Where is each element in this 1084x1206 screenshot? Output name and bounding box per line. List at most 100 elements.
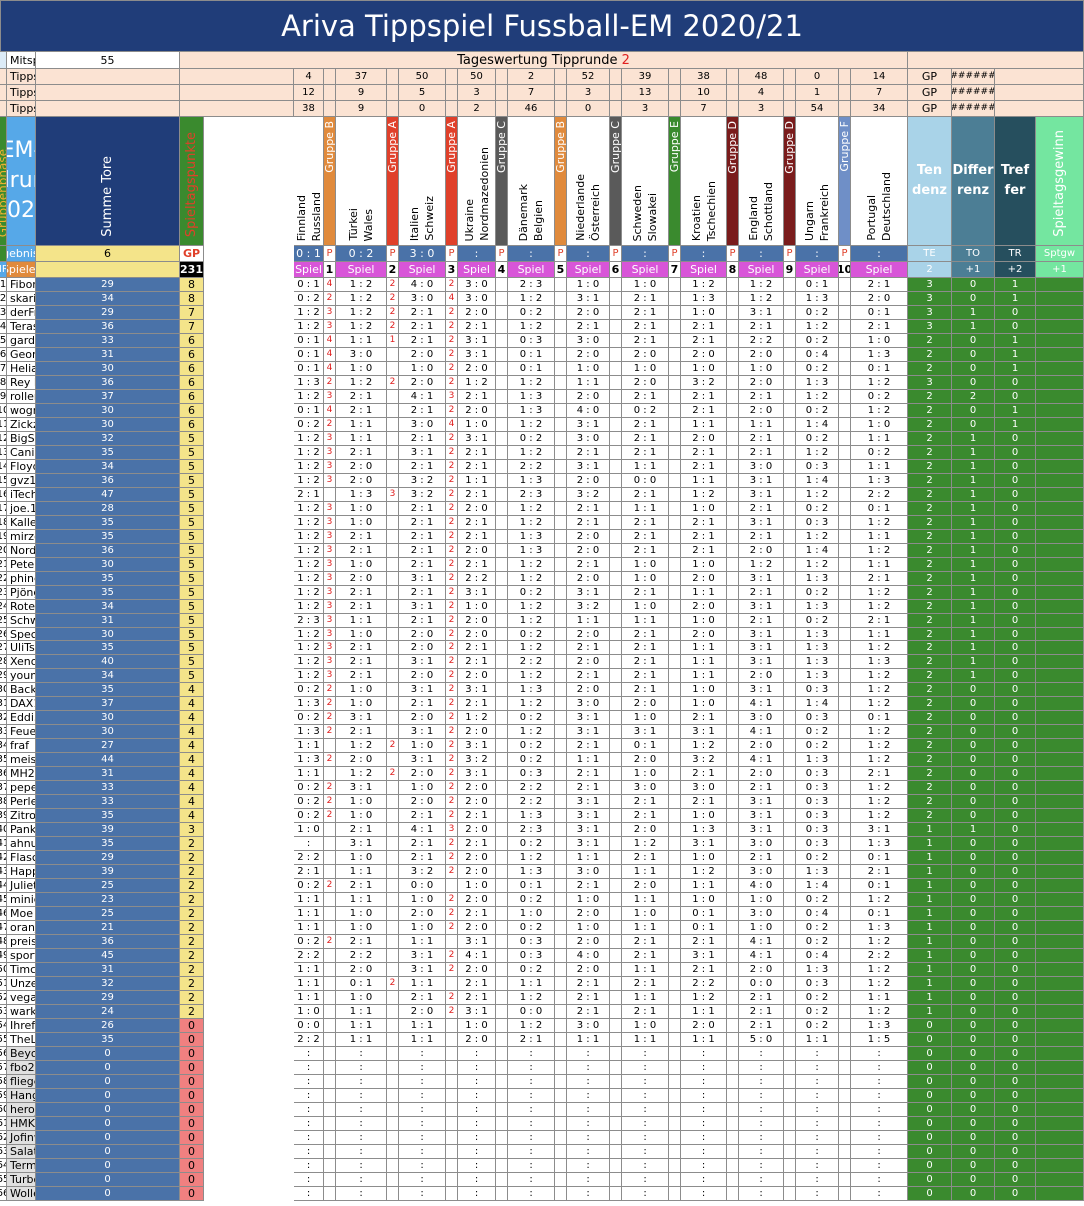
tip-value: :: [739, 1047, 784, 1061]
player-name[interactable]: fraf: [7, 739, 36, 753]
player-name[interactable]: MH207: [7, 767, 36, 781]
tip-points: [610, 879, 622, 893]
tip-points: [496, 1075, 508, 1089]
player-name[interactable]: Fibonacci: [7, 278, 36, 292]
tip-points: 2: [324, 753, 336, 767]
player-name[interactable]: Helianthus: [7, 362, 36, 376]
player-name[interactable]: Xenon_X: [7, 655, 36, 669]
player-name[interactable]: Nordborusse68: [7, 544, 36, 558]
tip-points: [610, 851, 622, 865]
tip-value: :: [851, 1075, 908, 1089]
player-name[interactable]: Teras: [7, 320, 36, 334]
player-name[interactable]: TheLeo1987: [7, 1033, 36, 1047]
player-name[interactable]: Eddi54: [7, 711, 36, 725]
tip-value: 1 : 2: [294, 641, 324, 655]
player-name[interactable]: minicooper: [7, 893, 36, 907]
player-name[interactable]: Rey Loui: [7, 376, 36, 390]
player-name[interactable]: Schwarzwälder: [7, 614, 36, 628]
player-name[interactable]: gvz1: [7, 474, 36, 488]
player-name[interactable]: Jofinwolf: [7, 1131, 36, 1145]
tip-points: [784, 655, 796, 669]
tip-points: [784, 1159, 796, 1173]
tip-value: 1 : 3: [796, 669, 839, 683]
player-name[interactable]: Terminator100: [7, 1159, 36, 1173]
player-name[interactable]: Feuerstarter: [7, 725, 36, 739]
player-name[interactable]: Beyond: [7, 1047, 36, 1061]
player-name[interactable]: pepepe: [7, 781, 36, 795]
player-name[interactable]: Hanging_Man: [7, 1089, 36, 1103]
sptgw-value: [1036, 628, 1084, 641]
player-name[interactable]: Wolle185: [7, 1187, 36, 1201]
player-name[interactable]: Zitroneneis: [7, 809, 36, 823]
spiel-number: 6: [610, 262, 622, 278]
player-name[interactable]: Kalle 8: [7, 516, 36, 530]
tip-value: 2 : 2: [508, 795, 555, 809]
player-name[interactable]: Flaschengeist: [7, 851, 36, 865]
player-name[interactable]: iTechDachs: [7, 488, 36, 502]
player-name[interactable]: Ihrefelder: [7, 1019, 36, 1033]
tip-value: :: [567, 1159, 610, 1173]
tip-points: [610, 935, 622, 949]
player-name[interactable]: skaribu: [7, 292, 36, 306]
player-name[interactable]: Georg_Büchner: [7, 348, 36, 362]
player-name[interactable]: wogri1308: [7, 404, 36, 418]
player-name[interactable]: Floyd07: [7, 460, 36, 474]
row-number: 29: [0, 669, 7, 683]
player-name[interactable]: Timchen: [7, 963, 36, 977]
tip-points: [727, 1103, 739, 1117]
player-name[interactable]: Moe Szyslak: [7, 907, 36, 921]
player-name[interactable]: Petersfisch: [7, 558, 36, 572]
player-name[interactable]: BigSpender: [7, 432, 36, 446]
tip-value: 1 : 0: [681, 558, 727, 572]
tip-value: 0 : 1: [508, 348, 555, 362]
player-name[interactable]: Specnaz: [7, 628, 36, 641]
player-name[interactable]: hero_of_the_day: [7, 1103, 36, 1117]
player-name[interactable]: gardenia: [7, 334, 36, 348]
player-name[interactable]: ahnungslos73: [7, 837, 36, 851]
player-name[interactable]: RoteZora: [7, 600, 36, 614]
player-name[interactable]: fbo229351216: [7, 1061, 36, 1075]
tip-value: 2 : 1: [458, 320, 496, 334]
player-name[interactable]: roller coaster: [7, 390, 36, 404]
player-name[interactable]: HMKaczmarek: [7, 1117, 36, 1131]
tip-points: [387, 558, 399, 572]
player-name[interactable]: Pankgraf: [7, 823, 36, 837]
tip-points: [669, 1103, 681, 1117]
tip-points: [727, 1047, 739, 1061]
player-name[interactable]: Canis Aureus: [7, 446, 36, 460]
player-name[interactable]: oranje2008: [7, 921, 36, 935]
player-name[interactable]: youmake222: [7, 669, 36, 683]
player-name[interactable]: Salat19: [7, 1145, 36, 1159]
player-name[interactable]: vega2000: [7, 991, 36, 1005]
tip-value: 1 : 2: [336, 278, 387, 292]
player-name[interactable]: phineas: [7, 572, 36, 586]
tip-value: 1 : 0: [681, 809, 727, 823]
player-name[interactable]: sporty 53: [7, 949, 36, 963]
player-name[interactable]: mirzo: [7, 530, 36, 544]
tip-value: 2 : 1: [681, 544, 727, 558]
player-name[interactable]: Unzenhammer: [7, 977, 36, 991]
player-name[interactable]: Happyzocker: [7, 865, 36, 879]
tip-value: 2 : 2: [294, 851, 324, 865]
player-name[interactable]: Zickzackmaus: [7, 418, 36, 432]
player-name[interactable]: Pjöngjang: [7, 586, 36, 600]
player-name[interactable]: UliTs: [7, 641, 36, 655]
player-name[interactable]: fliege77: [7, 1075, 36, 1089]
tip-value: 0 : 2: [796, 502, 839, 516]
player-name[interactable]: Turbo_Prinz: [7, 1173, 36, 1187]
player-name[interactable]: Juliette: [7, 879, 36, 893]
player-name[interactable]: meistersj: [7, 753, 36, 767]
player-name[interactable]: warkla2: [7, 1005, 36, 1019]
row-number: 60: [0, 1103, 7, 1117]
tip-points: [669, 809, 681, 823]
tip-points: [555, 376, 567, 390]
spieltag-points: 0: [180, 1159, 204, 1173]
tr-value: 1: [995, 418, 1036, 432]
player-name[interactable]: derFranke: [7, 306, 36, 320]
player-name[interactable]: preisfuchs: [7, 935, 36, 949]
player-name[interactable]: Perlensucher 23: [7, 795, 36, 809]
player-name[interactable]: BackhandSmash: [7, 683, 36, 697]
player-name[interactable]: joe.17: [7, 502, 36, 516]
player-name[interactable]: DAX10000: [7, 697, 36, 711]
sptgw-value: [1036, 572, 1084, 586]
